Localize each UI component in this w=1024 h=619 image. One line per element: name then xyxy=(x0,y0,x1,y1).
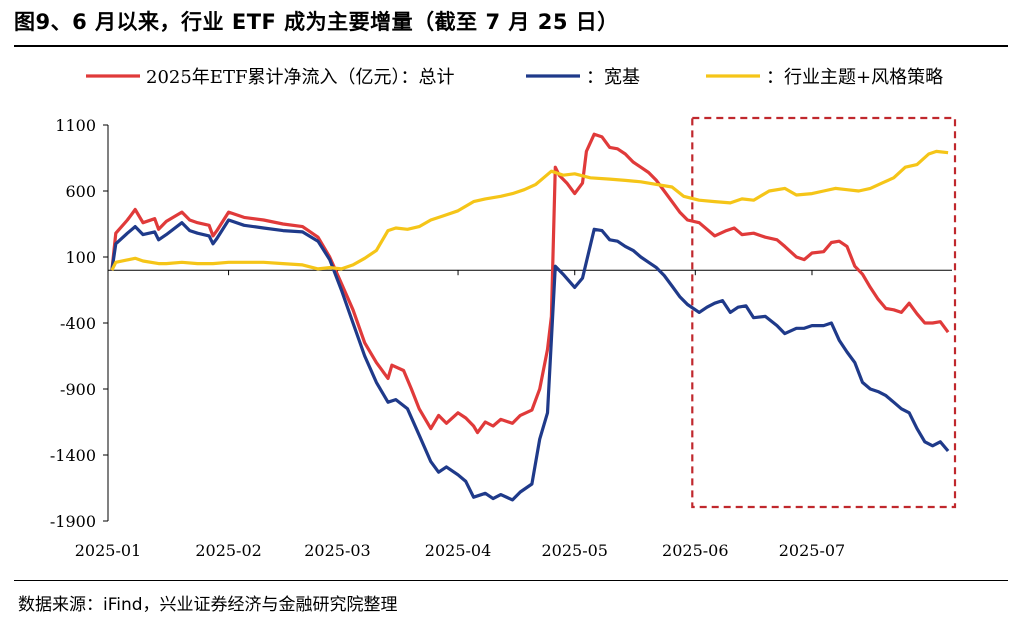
chart-title: 图9、6 月以来，行业 ETF 成为主要增量（截至 7 月 25 日） xyxy=(14,10,619,34)
legend-label-0: 2025年ETF累计净流入（亿元）：总计 xyxy=(146,67,454,88)
data-source: 数据来源：iFind，兴业证券经济与金融研究院整理 xyxy=(18,595,398,615)
x-tick-label: 2025-03 xyxy=(304,541,370,560)
y-tick-label: -900 xyxy=(60,380,96,399)
series-line-1 xyxy=(110,218,950,502)
series-line-2 xyxy=(110,149,949,271)
etf-flow-chart: 2025年ETF累计净流入（亿元）：总计 ：宽基 ：行业主题+风格策略 1100 60… xyxy=(50,67,957,560)
y-tick-label: 600 xyxy=(65,182,96,201)
june-july-highlight xyxy=(691,116,957,509)
legend-label-2: ：行业主题+风格策略 xyxy=(766,67,943,88)
x-tick-label: 2025-02 xyxy=(195,541,261,560)
legend-label-1: ：宽基 xyxy=(586,67,640,88)
x-tick-label: 2025-06 xyxy=(662,541,728,560)
y-tick-label: -400 xyxy=(60,314,96,333)
legend: 2025年ETF累计净流入（亿元）：总计 ：宽基 ：行业主题+风格策略 xyxy=(86,67,943,88)
highlight-box xyxy=(691,116,957,509)
x-tick-label: 2025-01 xyxy=(75,541,141,560)
x-tick-label: 2025-04 xyxy=(425,541,491,560)
y-tick-label: -1400 xyxy=(50,446,96,465)
axes: 1100 600 100 -400 -900 -1400 -1900 2025-01 2025-… xyxy=(50,116,952,560)
footer-rule xyxy=(14,580,1008,581)
series-line-0 xyxy=(110,132,950,435)
title-rule xyxy=(14,45,1008,47)
x-tick-label: 2025-05 xyxy=(541,541,607,560)
y-tick-label: 1100 xyxy=(55,116,96,135)
series-lines xyxy=(110,132,950,502)
y-tick-label: -1900 xyxy=(50,512,96,531)
y-tick-label: 100 xyxy=(65,248,96,267)
x-tick-label: 2025-07 xyxy=(779,541,845,560)
